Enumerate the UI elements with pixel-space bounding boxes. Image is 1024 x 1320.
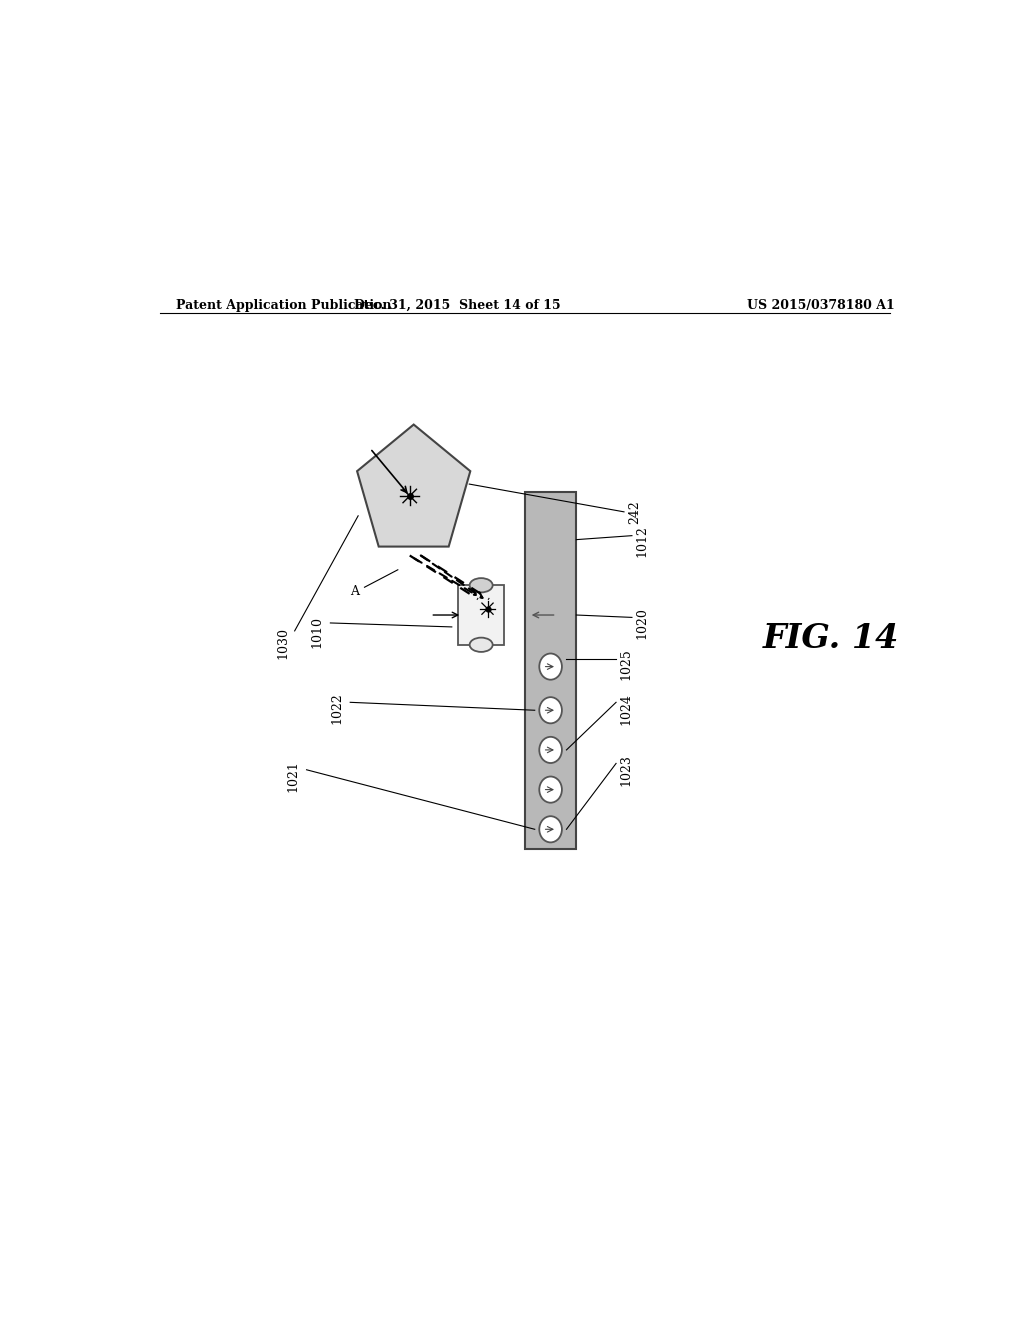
Bar (524, 492, 577, 849)
Text: 1020: 1020 (636, 607, 649, 639)
Text: FIG. 14: FIG. 14 (763, 622, 899, 655)
Text: 1021: 1021 (287, 760, 300, 792)
Text: 1030: 1030 (276, 627, 289, 659)
Bar (458, 585, 504, 644)
Text: 1012: 1012 (636, 525, 649, 557)
Ellipse shape (540, 737, 562, 763)
Ellipse shape (540, 816, 562, 842)
Polygon shape (357, 425, 470, 546)
Text: 1025: 1025 (620, 648, 632, 680)
Text: Patent Application Publication: Patent Application Publication (176, 300, 391, 312)
Ellipse shape (540, 653, 562, 680)
Ellipse shape (470, 638, 493, 652)
Text: 1010: 1010 (310, 616, 324, 648)
Text: 242: 242 (628, 500, 641, 524)
Text: Dec. 31, 2015  Sheet 14 of 15: Dec. 31, 2015 Sheet 14 of 15 (354, 300, 561, 312)
Ellipse shape (540, 776, 562, 803)
Ellipse shape (470, 578, 493, 593)
Text: A: A (349, 585, 358, 598)
Ellipse shape (540, 697, 562, 723)
Text: 1024: 1024 (620, 693, 632, 725)
Text: 1023: 1023 (620, 754, 632, 785)
Text: 1022: 1022 (330, 692, 343, 723)
Text: US 2015/0378180 A1: US 2015/0378180 A1 (748, 300, 895, 312)
